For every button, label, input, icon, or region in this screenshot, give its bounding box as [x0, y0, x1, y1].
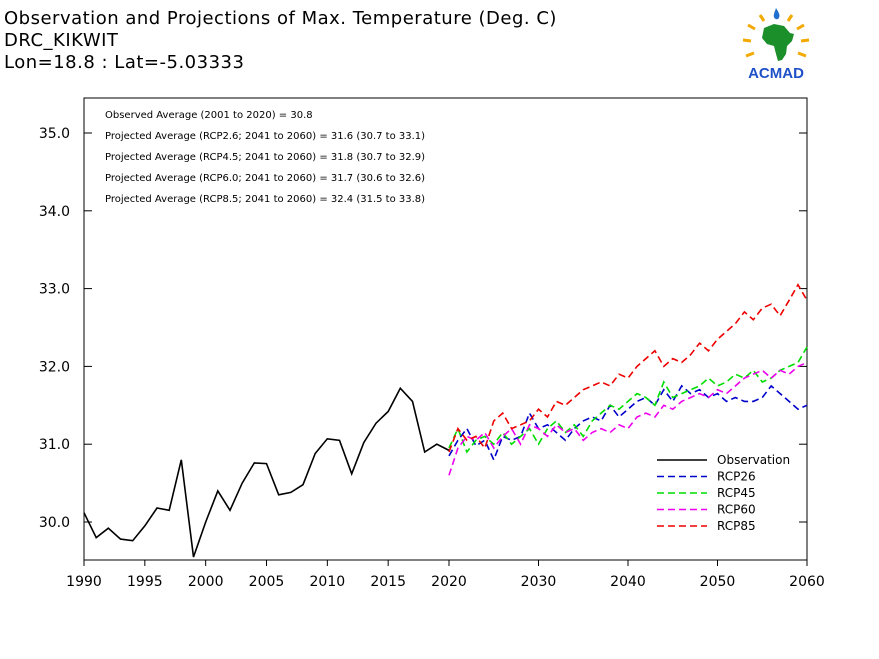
series-line-observation	[83, 386, 450, 558]
x-tick-label: 2005	[249, 574, 285, 590]
series-line-rcp60	[448, 361, 808, 476]
x-tick-label: 2020	[431, 574, 467, 590]
series-line-rcp45	[448, 346, 808, 454]
series-line-rcp85	[448, 283, 808, 453]
africa-map-icon	[762, 24, 794, 61]
y-tick-label: 31.0	[39, 437, 70, 453]
x-tick-label: 2010	[310, 574, 346, 590]
x-tick-label: 2040	[610, 574, 646, 590]
annotation-line: Projected Average (RCP8.5; 2041 to 2060)…	[105, 194, 425, 205]
x-tick-label: 2000	[188, 574, 224, 590]
y-tick-label: 33.0	[39, 282, 70, 298]
y-tick-label: 30.0	[39, 515, 70, 531]
x-tick-label: 2060	[789, 574, 825, 590]
logo-text: ACMAD	[748, 65, 804, 82]
annotation-line: Projected Average (RCP4.5; 2041 to 2060)…	[105, 152, 425, 163]
x-tick-label: 2050	[700, 574, 736, 590]
station-name: DRC_KIKWIT	[4, 30, 119, 51]
y-tick-label: 32.0	[39, 359, 70, 375]
legend-label: RCP60	[717, 503, 756, 517]
legend-label: Observation	[717, 453, 790, 467]
annotation-line: Observed Average (2001 to 2020) = 30.8	[105, 110, 313, 121]
x-tick-label: 1990	[66, 574, 102, 590]
y-tick-label: 34.0	[39, 204, 70, 220]
x-tick-label: 2015	[370, 574, 406, 590]
legend-label: RCP85	[717, 519, 756, 533]
series-line-rcp26	[448, 384, 808, 462]
x-tick-label: 2030	[521, 574, 557, 590]
chart-title: Observation and Projections of Max. Temp…	[4, 8, 557, 29]
acmad-logo: ACMAD	[742, 8, 810, 82]
y-tick-label: 35.0	[39, 126, 70, 142]
legend-label: RCP26	[717, 470, 756, 484]
water-drop-icon	[773, 8, 780, 20]
annotation-line: Projected Average (RCP2.6; 2041 to 2060)…	[105, 131, 425, 142]
x-tick-label: 1995	[127, 574, 163, 590]
station-coordinates: Lon=18.8 : Lat=-5.03333	[4, 52, 245, 73]
plot-frame	[83, 97, 808, 561]
annotation-line: Projected Average (RCP6.0; 2041 to 2060)…	[105, 173, 425, 184]
legend-label: RCP45	[717, 486, 756, 500]
